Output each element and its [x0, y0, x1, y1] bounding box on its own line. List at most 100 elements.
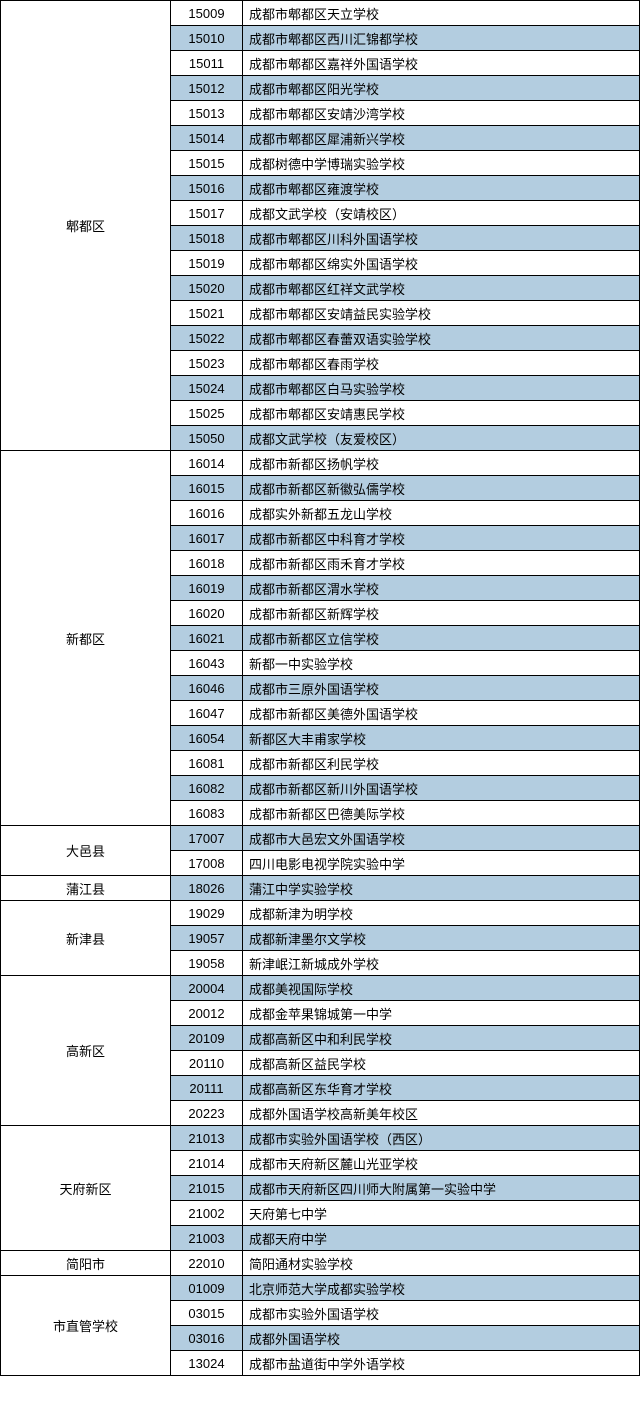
school-code: 19029 — [171, 901, 243, 926]
school-code: 17008 — [171, 851, 243, 876]
school-code: 16054 — [171, 726, 243, 751]
school-name: 成都市新都区新辉学校 — [243, 601, 640, 626]
school-name: 成都市郫都区川科外国语学校 — [243, 226, 640, 251]
school-code: 01009 — [171, 1276, 243, 1301]
schools-table: 郫都区15009成都市郫都区天立学校15010成都市郫都区西川汇锦都学校1501… — [0, 0, 640, 1376]
school-code: 15017 — [171, 201, 243, 226]
school-code: 16020 — [171, 601, 243, 626]
school-name: 成都市郫都区安靖沙湾学校 — [243, 101, 640, 126]
school-code: 21003 — [171, 1226, 243, 1251]
school-code: 03016 — [171, 1326, 243, 1351]
table-row: 新津县19029成都新津为明学校 — [1, 901, 640, 926]
school-code: 15018 — [171, 226, 243, 251]
school-name: 成都市郫都区安靖益民实验学校 — [243, 301, 640, 326]
school-name: 成都外国语学校高新美年校区 — [243, 1101, 640, 1126]
school-name: 成都金苹果锦城第一中学 — [243, 1001, 640, 1026]
school-name: 成都市郫都区春雨学校 — [243, 351, 640, 376]
school-code: 20223 — [171, 1101, 243, 1126]
school-name: 蒲江中学实验学校 — [243, 876, 640, 901]
school-name: 成都美视国际学校 — [243, 976, 640, 1001]
table-row: 天府新区21013成都市实验外国语学校（西区） — [1, 1126, 640, 1151]
school-name: 成都外国语学校 — [243, 1326, 640, 1351]
school-name: 成都市新都区中科育才学校 — [243, 526, 640, 551]
school-code: 15011 — [171, 51, 243, 76]
school-name: 成都市郫都区阳光学校 — [243, 76, 640, 101]
school-name: 成都市实验外国语学校 — [243, 1301, 640, 1326]
school-code: 16017 — [171, 526, 243, 551]
school-name: 成都市新都区巴德美际学校 — [243, 801, 640, 826]
school-code: 15014 — [171, 126, 243, 151]
school-code: 16043 — [171, 651, 243, 676]
school-name: 成都高新区东华育才学校 — [243, 1076, 640, 1101]
school-code: 16081 — [171, 751, 243, 776]
school-code: 15025 — [171, 401, 243, 426]
district-cell: 天府新区 — [1, 1126, 171, 1251]
school-code: 17007 — [171, 826, 243, 851]
school-code: 16018 — [171, 551, 243, 576]
school-code: 21002 — [171, 1201, 243, 1226]
school-code: 21014 — [171, 1151, 243, 1176]
school-code: 15015 — [171, 151, 243, 176]
school-code: 15019 — [171, 251, 243, 276]
school-name: 成都市天府新区四川师大附属第一实验中学 — [243, 1176, 640, 1201]
school-name: 成都市新都区利民学校 — [243, 751, 640, 776]
district-cell: 蒲江县 — [1, 876, 171, 901]
school-name: 成都市郫都区绵实外国语学校 — [243, 251, 640, 276]
school-name: 成都市天府新区麓山光亚学校 — [243, 1151, 640, 1176]
school-name: 新津岷江新城成外学校 — [243, 951, 640, 976]
school-name: 成都市实验外国语学校（西区） — [243, 1126, 640, 1151]
school-name: 成都市三原外国语学校 — [243, 676, 640, 701]
table-row: 简阳市22010简阳通材实验学校 — [1, 1251, 640, 1276]
table-row: 郫都区15009成都市郫都区天立学校 — [1, 1, 640, 26]
school-code: 15012 — [171, 76, 243, 101]
school-name: 新都一中实验学校 — [243, 651, 640, 676]
school-name: 天府第七中学 — [243, 1201, 640, 1226]
school-code: 16046 — [171, 676, 243, 701]
school-code: 16019 — [171, 576, 243, 601]
table-row: 大邑县17007成都市大邑宏文外国语学校 — [1, 826, 640, 851]
school-code: 16015 — [171, 476, 243, 501]
school-code: 16016 — [171, 501, 243, 526]
district-cell: 郫都区 — [1, 1, 171, 451]
school-code: 15021 — [171, 301, 243, 326]
school-name: 成都市郫都区白马实验学校 — [243, 376, 640, 401]
school-name: 北京师范大学成都实验学校 — [243, 1276, 640, 1301]
table-row: 市直管学校01009北京师范大学成都实验学校 — [1, 1276, 640, 1301]
school-name: 成都树德中学博瑞实验学校 — [243, 151, 640, 176]
school-code: 18026 — [171, 876, 243, 901]
school-name: 成都新津为明学校 — [243, 901, 640, 926]
school-code: 19057 — [171, 926, 243, 951]
school-code: 19058 — [171, 951, 243, 976]
school-code: 16021 — [171, 626, 243, 651]
school-code: 22010 — [171, 1251, 243, 1276]
district-cell: 新津县 — [1, 901, 171, 976]
school-code: 15050 — [171, 426, 243, 451]
school-name: 成都市大邑宏文外国语学校 — [243, 826, 640, 851]
school-code: 20004 — [171, 976, 243, 1001]
table-row: 蒲江县18026蒲江中学实验学校 — [1, 876, 640, 901]
school-name: 成都文武学校（安靖校区） — [243, 201, 640, 226]
school-code: 15024 — [171, 376, 243, 401]
school-name: 成都高新区中和利民学校 — [243, 1026, 640, 1051]
school-name: 成都天府中学 — [243, 1226, 640, 1251]
table-row: 新都区16014成都市新都区扬帆学校 — [1, 451, 640, 476]
school-code: 20012 — [171, 1001, 243, 1026]
school-name: 成都市新都区雨禾育才学校 — [243, 551, 640, 576]
school-name: 成都市郫都区雍渡学校 — [243, 176, 640, 201]
district-cell: 高新区 — [1, 976, 171, 1126]
school-name: 成都市郫都区春蕾双语实验学校 — [243, 326, 640, 351]
school-name: 成都新津墨尔文学校 — [243, 926, 640, 951]
district-cell: 简阳市 — [1, 1251, 171, 1276]
school-name: 成都市新都区新川外国语学校 — [243, 776, 640, 801]
school-code: 15020 — [171, 276, 243, 301]
school-name: 成都实外新都五龙山学校 — [243, 501, 640, 526]
district-cell: 新都区 — [1, 451, 171, 826]
school-name: 简阳通材实验学校 — [243, 1251, 640, 1276]
school-code: 13024 — [171, 1351, 243, 1376]
school-code: 21013 — [171, 1126, 243, 1151]
school-code: 16014 — [171, 451, 243, 476]
school-code: 15022 — [171, 326, 243, 351]
school-code: 16047 — [171, 701, 243, 726]
school-code: 16083 — [171, 801, 243, 826]
table-row: 高新区20004成都美视国际学校 — [1, 976, 640, 1001]
